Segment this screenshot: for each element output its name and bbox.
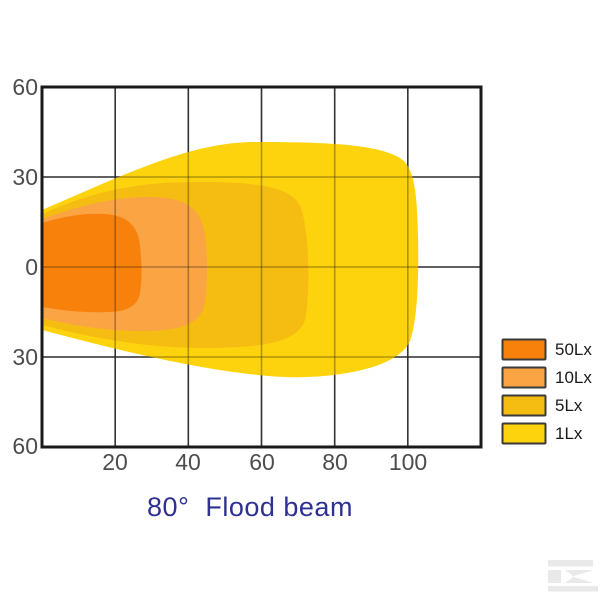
legend-label-1lx: 1Lx bbox=[555, 424, 583, 443]
x-tick-20: 20 bbox=[102, 449, 128, 475]
y-tick-60-top: 60 bbox=[12, 74, 38, 100]
x-tick-40: 40 bbox=[175, 449, 201, 475]
legend-swatch-1lx-icon bbox=[501, 422, 547, 445]
x-tick-60: 60 bbox=[249, 449, 275, 475]
legend-swatch-50lx-icon bbox=[501, 338, 547, 361]
beam-regions bbox=[43, 142, 419, 378]
region-50lx bbox=[43, 213, 142, 313]
legend-item-1lx: 1Lx bbox=[501, 422, 592, 445]
legend: 50Lx 10Lx 5Lx 1Lx bbox=[501, 338, 592, 445]
legend-swatch-5lx-icon bbox=[501, 394, 547, 417]
legend-item-50lx: 50Lx bbox=[501, 338, 592, 361]
legend-swatch-10lx-icon bbox=[501, 366, 547, 389]
x-tick-100: 100 bbox=[388, 449, 428, 475]
y-tick-0: 0 bbox=[25, 254, 38, 280]
plot-border bbox=[40, 85, 483, 449]
legend-label-10lx: 10Lx bbox=[555, 368, 592, 387]
legend-label-50lx: 50Lx bbox=[555, 340, 592, 359]
legend-item-10lx: 10Lx bbox=[501, 366, 592, 389]
gridlines-overlay bbox=[42, 87, 481, 447]
legend-label-5lx: 5Lx bbox=[555, 396, 583, 415]
y-tick-30-top: 30 bbox=[12, 164, 38, 190]
legend-item-5lx: 5Lx bbox=[501, 394, 592, 417]
x-tick-80: 80 bbox=[322, 449, 348, 475]
y-tick-30-bottom: 30 bbox=[12, 344, 38, 370]
k-logo-watermark-icon bbox=[548, 560, 598, 592]
chart-title: 80° Flood beam bbox=[147, 492, 353, 522]
y-tick-60-bottom: 60 bbox=[12, 433, 38, 459]
